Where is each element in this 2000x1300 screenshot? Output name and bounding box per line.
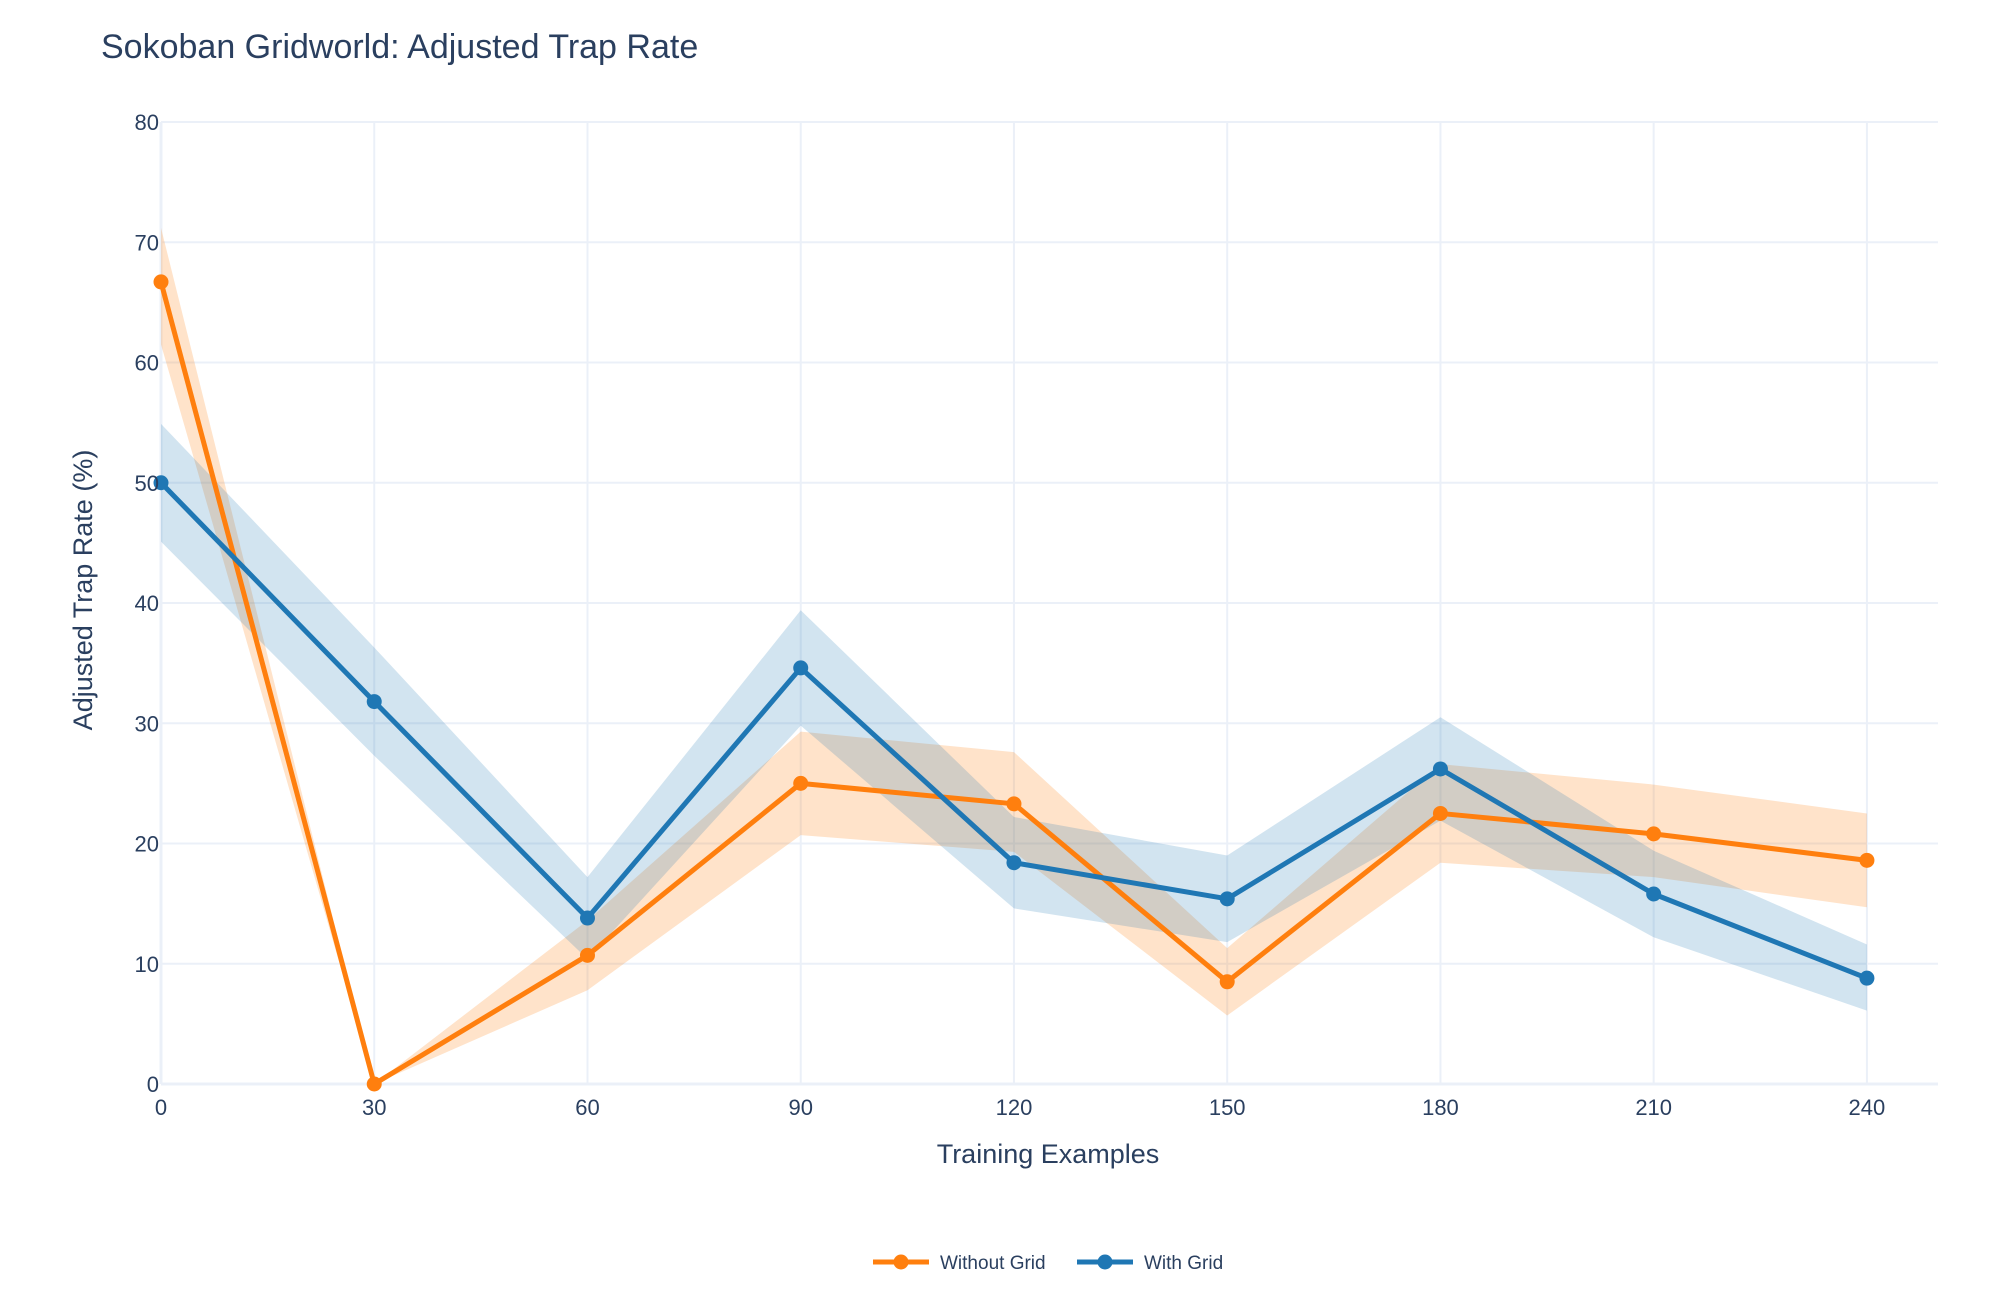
x-tick-label: 90 bbox=[788, 1095, 812, 1120]
x-tick-label: 60 bbox=[575, 1095, 599, 1120]
point-without-grid bbox=[579, 947, 595, 963]
point-without-grid bbox=[1646, 826, 1662, 842]
point-with-grid bbox=[1006, 855, 1022, 871]
legend-label-with-grid: With Grid bbox=[1144, 1253, 1223, 1274]
legend: Without Grid With Grid bbox=[873, 1253, 1223, 1274]
point-with-grid bbox=[366, 694, 382, 710]
y-tick-label: 10 bbox=[135, 952, 159, 977]
x-tick-label: 120 bbox=[996, 1095, 1033, 1120]
y-tick-label: 0 bbox=[147, 1072, 159, 1097]
point-with-grid bbox=[793, 660, 809, 676]
point-with-grid bbox=[1219, 891, 1235, 907]
point-without-grid bbox=[366, 1076, 382, 1092]
point-with-grid bbox=[1432, 761, 1448, 777]
x-tick-label: 180 bbox=[1422, 1095, 1459, 1120]
legend-label-without-grid: Without Grid bbox=[940, 1253, 1046, 1274]
grid bbox=[159, 121, 1938, 1086]
point-with-grid bbox=[579, 910, 595, 926]
point-without-grid bbox=[793, 775, 809, 791]
y-tick-label: 40 bbox=[135, 591, 159, 616]
legend-item-without-grid[interactable]: Without Grid bbox=[873, 1253, 1046, 1274]
x-axis-ticks: 0 30 60 90 120 150 180 210 240 bbox=[155, 1095, 1885, 1120]
y-tick-label: 50 bbox=[135, 471, 159, 496]
y-tick-label: 60 bbox=[135, 351, 159, 376]
y-tick-label: 80 bbox=[135, 110, 159, 135]
point-without-grid bbox=[1219, 974, 1235, 990]
x-tick-label: 240 bbox=[1849, 1095, 1886, 1120]
band-with-grid bbox=[161, 423, 1867, 1011]
confidence-bands bbox=[161, 227, 1867, 1084]
point-with-grid bbox=[153, 475, 169, 491]
point-without-grid bbox=[1006, 796, 1022, 812]
point-without-grid bbox=[1432, 805, 1448, 821]
point-with-grid bbox=[1646, 886, 1662, 902]
point-with-grid bbox=[1859, 970, 1875, 986]
x-tick-label: 150 bbox=[1209, 1095, 1246, 1120]
x-tick-label: 210 bbox=[1635, 1095, 1672, 1120]
legend-item-with-grid[interactable]: With Grid bbox=[1077, 1253, 1223, 1274]
legend-marker-with-grid bbox=[1097, 1254, 1113, 1270]
x-axis-title: Training Examples bbox=[937, 1139, 1160, 1169]
y-axis-ticks: 0 10 20 30 40 50 60 70 80 bbox=[135, 110, 159, 1097]
series-points bbox=[153, 274, 1875, 1092]
y-axis-title: Adjusted Trap Rate (%) bbox=[68, 450, 98, 731]
y-tick-label: 70 bbox=[135, 230, 159, 255]
point-without-grid bbox=[153, 274, 169, 290]
legend-marker-without-grid bbox=[893, 1254, 909, 1270]
x-tick-label: 30 bbox=[362, 1095, 386, 1120]
point-without-grid bbox=[1859, 852, 1875, 868]
chart-title: Sokoban Gridworld: Adjusted Trap Rate bbox=[101, 28, 698, 66]
y-tick-label: 30 bbox=[135, 711, 159, 736]
y-tick-label: 20 bbox=[135, 832, 159, 857]
x-tick-label: 0 bbox=[155, 1095, 167, 1120]
